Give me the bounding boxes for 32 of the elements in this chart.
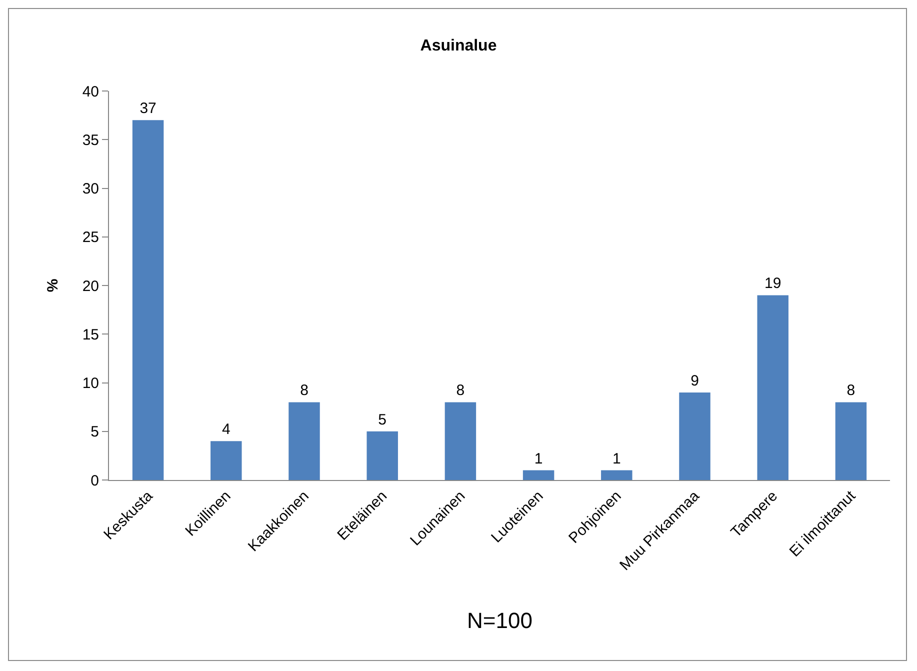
y-tick-label: 35	[82, 132, 99, 149]
bar	[601, 470, 632, 480]
data-label: 1	[534, 450, 543, 468]
data-label: 8	[300, 382, 308, 400]
data-label: 5	[378, 411, 387, 428]
bar	[522, 470, 554, 480]
chart-title: Asuinalue	[420, 38, 497, 55]
bar	[132, 120, 164, 480]
data-label: 9	[690, 372, 699, 390]
data-label: 8	[846, 382, 856, 400]
bar	[366, 431, 398, 480]
text: N=100	[467, 608, 532, 633]
y-tick-label: 15	[82, 326, 99, 344]
data-label: 4	[222, 421, 230, 438]
bar	[679, 392, 710, 480]
y-tick-label: 10	[82, 375, 99, 392]
data-label: 19	[764, 275, 782, 292]
bar	[210, 441, 242, 480]
data-label: 37	[140, 100, 156, 118]
y-axis-title: %	[44, 278, 62, 292]
y-tick-label: 25	[82, 229, 99, 246]
y-tick-label: 5	[90, 424, 99, 441]
y-tick-label: 40	[82, 83, 99, 100]
bar	[288, 402, 320, 480]
y-tick-label: 30	[82, 180, 99, 198]
bar	[444, 402, 476, 480]
y-tick-label: 0	[90, 472, 99, 490]
y-tick-label: 20	[82, 278, 99, 295]
data-label: 1	[612, 450, 621, 468]
bar	[757, 295, 788, 480]
bar	[835, 402, 867, 480]
data-label: 8	[456, 382, 465, 400]
